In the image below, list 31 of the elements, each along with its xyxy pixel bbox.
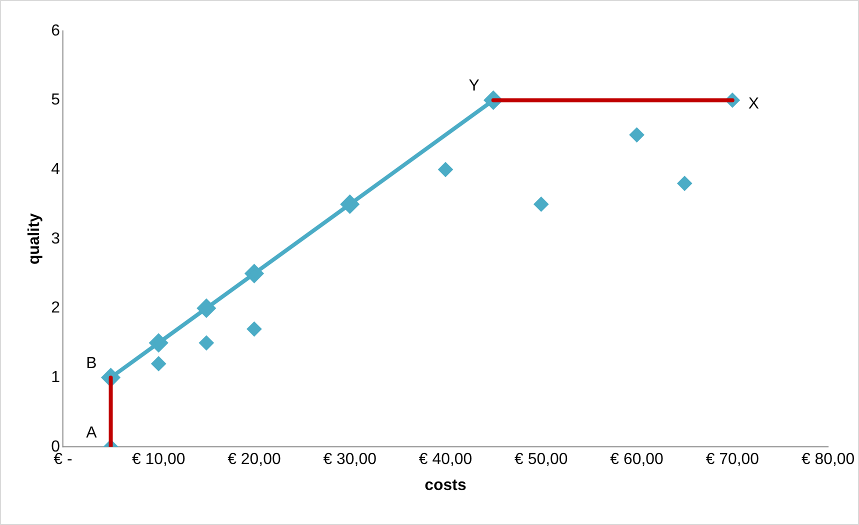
- x-tick-label: € 50,00: [514, 450, 568, 468]
- annotation: B: [86, 355, 97, 372]
- point: [197, 299, 216, 318]
- y-tick-label: 1: [51, 368, 60, 386]
- annotation: X: [748, 96, 760, 113]
- point: [629, 127, 644, 142]
- point: [151, 356, 166, 372]
- x-tick-label: € 80,00: [801, 450, 855, 468]
- point: [198, 335, 214, 350]
- y-tick-label: 5: [51, 92, 60, 109]
- y-tick-label: 3: [51, 230, 60, 248]
- x-tick-label: € 70,00: [706, 450, 760, 468]
- point: [246, 322, 262, 336]
- x-tick-label: € 60,00: [610, 450, 664, 468]
- x-axis-title: costs: [424, 476, 466, 494]
- point: [245, 264, 264, 283]
- point: [340, 195, 359, 214]
- point: [150, 334, 168, 352]
- point: [677, 176, 692, 191]
- x-tick-label: € 20,00: [228, 450, 281, 468]
- y-tick-label: 6: [51, 22, 60, 40]
- point: [438, 162, 453, 178]
- y-tick-label: 4: [51, 160, 60, 178]
- annotation: A: [86, 424, 98, 442]
- y-tick-label: 2: [51, 300, 60, 317]
- point: [534, 196, 549, 212]
- x-tick-label: € 10,00: [132, 450, 186, 468]
- x-tick-label: € 40,00: [418, 450, 472, 468]
- annotation: Y: [468, 78, 480, 95]
- x-tick-label: € 30,00: [323, 450, 377, 468]
- y-axis-title: quality: [26, 213, 43, 265]
